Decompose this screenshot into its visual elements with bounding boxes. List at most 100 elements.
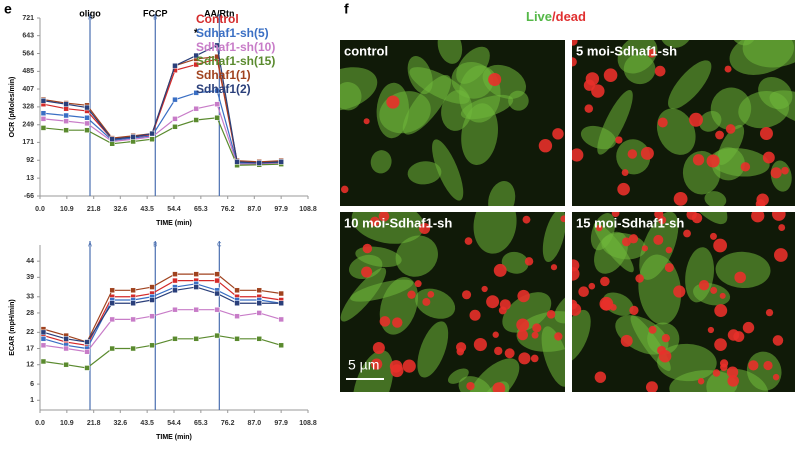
data-point — [278, 290, 284, 297]
data-point — [172, 277, 178, 284]
data-point — [256, 310, 262, 316]
y-axis-label: OCR (pMoles/min) — [9, 77, 16, 138]
dead-cell — [422, 297, 431, 306]
data-point — [193, 117, 199, 123]
data-point — [40, 329, 47, 336]
x-tick-label: 21.8 — [87, 206, 101, 213]
data-point — [84, 365, 90, 371]
live-cell — [769, 90, 795, 128]
data-point — [130, 316, 136, 323]
live-cell — [376, 82, 409, 139]
data-point — [234, 336, 240, 342]
series-line — [43, 286, 282, 343]
dead-cell — [772, 335, 784, 346]
dead-cell — [720, 363, 728, 372]
data-point — [214, 290, 220, 297]
data-point — [214, 332, 220, 339]
dead-cell — [572, 57, 577, 67]
dead-cell — [714, 304, 728, 318]
data-point — [172, 96, 178, 103]
data-point — [193, 271, 199, 277]
dead-cell — [748, 360, 759, 371]
x-tick-label: 65.3 — [194, 420, 208, 427]
dead-cell — [531, 331, 539, 339]
dead-cell — [402, 359, 416, 373]
data-point — [40, 336, 47, 342]
dead-cell — [657, 117, 668, 128]
dead-cell — [584, 104, 594, 113]
x-tick-label: 32.6 — [113, 420, 127, 427]
y-tick-label: 17 — [26, 345, 34, 352]
live-cell — [370, 150, 392, 174]
y-tick-label: 28 — [26, 310, 34, 317]
live-cell — [542, 212, 565, 263]
y-tick-label: 33 — [26, 294, 34, 301]
dead-cell — [516, 318, 530, 332]
data-point — [84, 120, 90, 127]
x-tick-label: 54.4 — [167, 206, 181, 213]
live-cell — [657, 343, 717, 382]
panel-title: Live/dead — [526, 9, 586, 24]
dead-cell — [683, 229, 691, 238]
data-point — [172, 306, 178, 313]
live-cell — [468, 358, 520, 392]
dead-cell — [588, 282, 596, 290]
live-cell — [729, 40, 795, 75]
dead-cell — [492, 382, 506, 392]
y-tick-label: 13 — [26, 175, 34, 182]
x-tick-label: 87.0 — [247, 420, 261, 427]
x-tick-label: 108.8 — [299, 420, 317, 427]
dead-cell — [742, 321, 755, 334]
dead-cell — [734, 271, 746, 284]
dead-cell — [473, 337, 487, 352]
y-tick-label: 171 — [22, 139, 34, 146]
legend-entry: Sdhaf1-sh(5) — [196, 26, 269, 40]
live-cell — [415, 288, 456, 319]
x-tick-label: 76.2 — [221, 420, 235, 427]
live-cell — [711, 147, 745, 181]
series-line — [43, 283, 282, 350]
x-tick-label: 0.0 — [35, 206, 45, 213]
data-point — [63, 118, 69, 124]
dead-cell — [600, 299, 612, 311]
dead-cell — [603, 68, 618, 82]
dead-cell — [621, 169, 629, 176]
live-cell — [508, 90, 529, 111]
dead-cell — [725, 124, 736, 134]
dead-cell — [488, 72, 502, 87]
live-cell — [541, 326, 565, 387]
dead-cell — [517, 289, 530, 303]
live-cell — [594, 231, 628, 274]
data-point — [84, 104, 90, 111]
dead-cell — [778, 224, 786, 231]
y-tick-label: 6 — [30, 381, 34, 388]
dead-cell — [492, 331, 499, 338]
live-cell — [340, 267, 387, 322]
live-cell — [460, 94, 514, 120]
live-cell — [417, 321, 449, 378]
y-tick-label: 22 — [26, 329, 34, 336]
legend-entry: Control — [196, 12, 239, 26]
dead-cell — [665, 246, 673, 254]
dead-cell — [719, 292, 726, 299]
x-tick-label: 21.8 — [87, 420, 101, 427]
live-cell — [411, 0, 448, 29]
dead-cell — [591, 84, 605, 98]
dead-cell — [462, 290, 472, 300]
legend-entry: Sdhaf1(2) — [196, 82, 251, 96]
dead-cell — [715, 130, 724, 140]
x-axis-label: TIME (min) — [156, 220, 192, 227]
dead-cell — [481, 285, 488, 293]
x-tick-label: 10.9 — [60, 206, 74, 213]
annotation: * — [194, 26, 199, 40]
data-point — [130, 134, 136, 140]
live-cell — [407, 161, 442, 185]
data-point — [40, 110, 47, 116]
x-tick-label: 97.9 — [274, 420, 288, 427]
dead-cell — [371, 358, 383, 370]
dead-cell — [621, 237, 631, 247]
live-cell — [580, 125, 617, 150]
data-point — [84, 349, 90, 355]
data-point — [214, 42, 220, 49]
dead-cell — [673, 191, 688, 206]
